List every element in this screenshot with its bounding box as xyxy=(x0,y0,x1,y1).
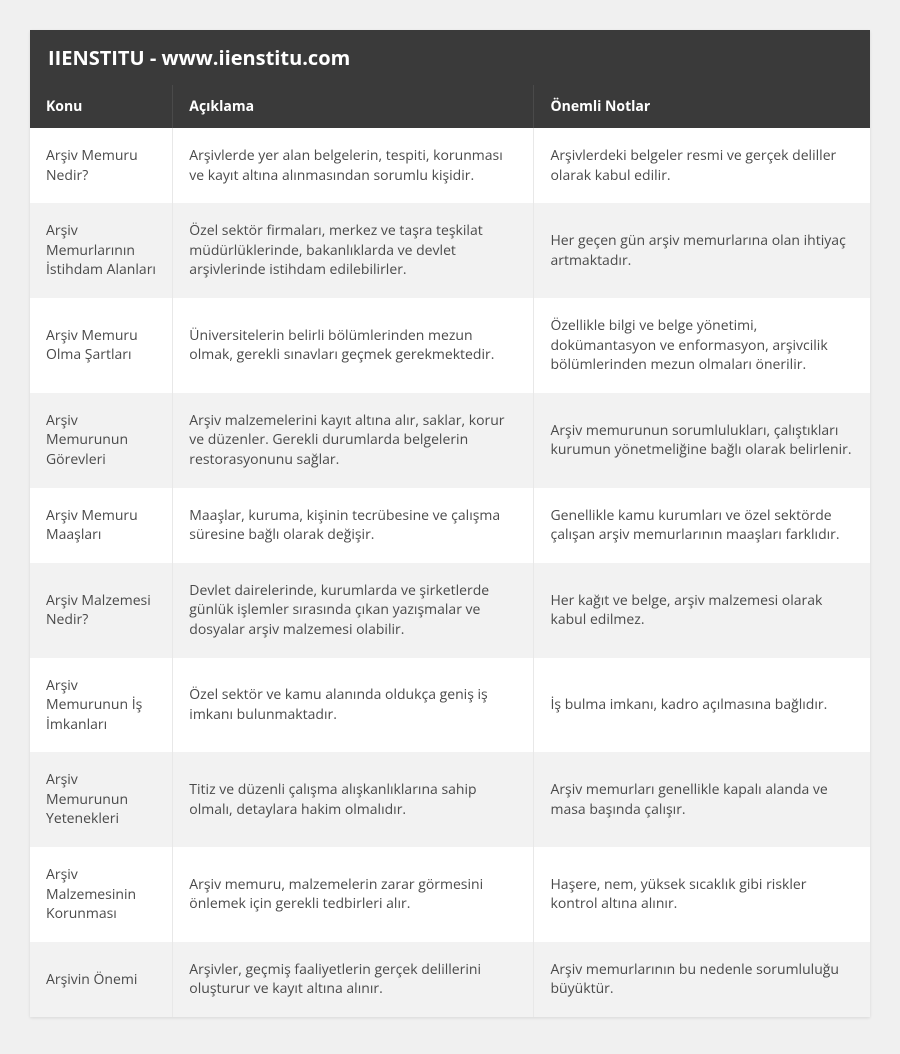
table-row: Arşiv Memuru Olma Şartları Üniversiteler… xyxy=(30,298,870,393)
cell-konu: Arşivin Önemi xyxy=(30,942,173,1017)
table-row: Arşivin Önemi Arşivler, geçmiş faaliyetl… xyxy=(30,942,870,1017)
table-row: Arşiv Memuru Nedir? Arşivlerde yer alan … xyxy=(30,128,870,203)
column-header-notlar: Önemli Notlar xyxy=(534,85,870,128)
cell-konu: Arşiv Memurlarının İstihdam Alanları xyxy=(30,203,173,298)
cell-notlar: Arşiv memurunun sorumlulukları, çalıştık… xyxy=(534,393,870,488)
table-container: IIENSTITU - www.iienstitu.com Konu Açıkl… xyxy=(30,30,870,1017)
table-row: Arşiv Memurlarının İstihdam Alanları Öze… xyxy=(30,203,870,298)
cell-notlar: Özellikle bilgi ve belge yönetimi, doküm… xyxy=(534,298,870,393)
cell-notlar: Arşivlerdeki belgeler resmi ve gerçek de… xyxy=(534,128,870,203)
column-header-konu: Konu xyxy=(30,85,173,128)
table-row: Arşiv Memurunun İş İmkanları Özel sektör… xyxy=(30,658,870,753)
cell-notlar: Her kağıt ve belge, arşiv malzemesi olar… xyxy=(534,563,870,658)
table-row: Arşiv Memurunun Yetenekleri Titiz ve düz… xyxy=(30,752,870,847)
cell-konu: Arşiv Memurunun Görevleri xyxy=(30,393,173,488)
cell-aciklama: Özel sektör firmaları, merkez ve taşra t… xyxy=(173,203,534,298)
cell-konu: Arşiv Memuru Nedir? xyxy=(30,128,173,203)
data-table: Konu Açıklama Önemli Notlar Arşiv Memuru… xyxy=(30,85,870,1017)
cell-aciklama: Arşiv memuru, malzemelerin zarar görmesi… xyxy=(173,847,534,942)
table-row: Arşiv Memurunun Görevleri Arşiv malzemel… xyxy=(30,393,870,488)
cell-notlar: Arşiv memurlarının bu nedenle sorumluluğ… xyxy=(534,942,870,1017)
cell-aciklama: Arşivler, geçmiş faaliyetlerin gerçek de… xyxy=(173,942,534,1017)
cell-konu: Arşiv Malzemesinin Korunması xyxy=(30,847,173,942)
cell-konu: Arşiv Memuru Olma Şartları xyxy=(30,298,173,393)
cell-notlar: Arşiv memurları genellikle kapalı alanda… xyxy=(534,752,870,847)
column-header-aciklama: Açıklama xyxy=(173,85,534,128)
cell-aciklama: Özel sektör ve kamu alanında oldukça gen… xyxy=(173,658,534,753)
cell-aciklama: Arşivlerde yer alan belgelerin, tespiti,… xyxy=(173,128,534,203)
cell-aciklama: Titiz ve düzenli çalışma alışkanlıkların… xyxy=(173,752,534,847)
table-row: Arşiv Memuru Maaşları Maaşlar, kuruma, k… xyxy=(30,488,870,563)
cell-aciklama: Maaşlar, kuruma, kişinin tecrübesine ve … xyxy=(173,488,534,563)
table-header: Konu Açıklama Önemli Notlar xyxy=(30,85,870,128)
page-title: IIENSTITU - www.iienstitu.com xyxy=(30,30,870,85)
table-row: Arşiv Malzemesi Nedir? Devlet dairelerin… xyxy=(30,563,870,658)
cell-aciklama: Arşiv malzemelerini kayıt altına alır, s… xyxy=(173,393,534,488)
cell-aciklama: Devlet dairelerinde, kurumlarda ve şirke… xyxy=(173,563,534,658)
table-body: Arşiv Memuru Nedir? Arşivlerde yer alan … xyxy=(30,128,870,1017)
table-header-row: Konu Açıklama Önemli Notlar xyxy=(30,85,870,128)
cell-notlar: İş bulma imkanı, kadro açılmasına bağlıd… xyxy=(534,658,870,753)
cell-notlar: Genellikle kamu kurumları ve özel sektör… xyxy=(534,488,870,563)
cell-konu: Arşiv Memuru Maaşları xyxy=(30,488,173,563)
cell-konu: Arşiv Memurunun İş İmkanları xyxy=(30,658,173,753)
cell-notlar: Haşere, nem, yüksek sıcaklık gibi riskle… xyxy=(534,847,870,942)
cell-konu: Arşiv Memurunun Yetenekleri xyxy=(30,752,173,847)
cell-notlar: Her geçen gün arşiv memurlarına olan iht… xyxy=(534,203,870,298)
cell-aciklama: Üniversitelerin belirli bölümlerinden me… xyxy=(173,298,534,393)
table-row: Arşiv Malzemesinin Korunması Arşiv memur… xyxy=(30,847,870,942)
cell-konu: Arşiv Malzemesi Nedir? xyxy=(30,563,173,658)
